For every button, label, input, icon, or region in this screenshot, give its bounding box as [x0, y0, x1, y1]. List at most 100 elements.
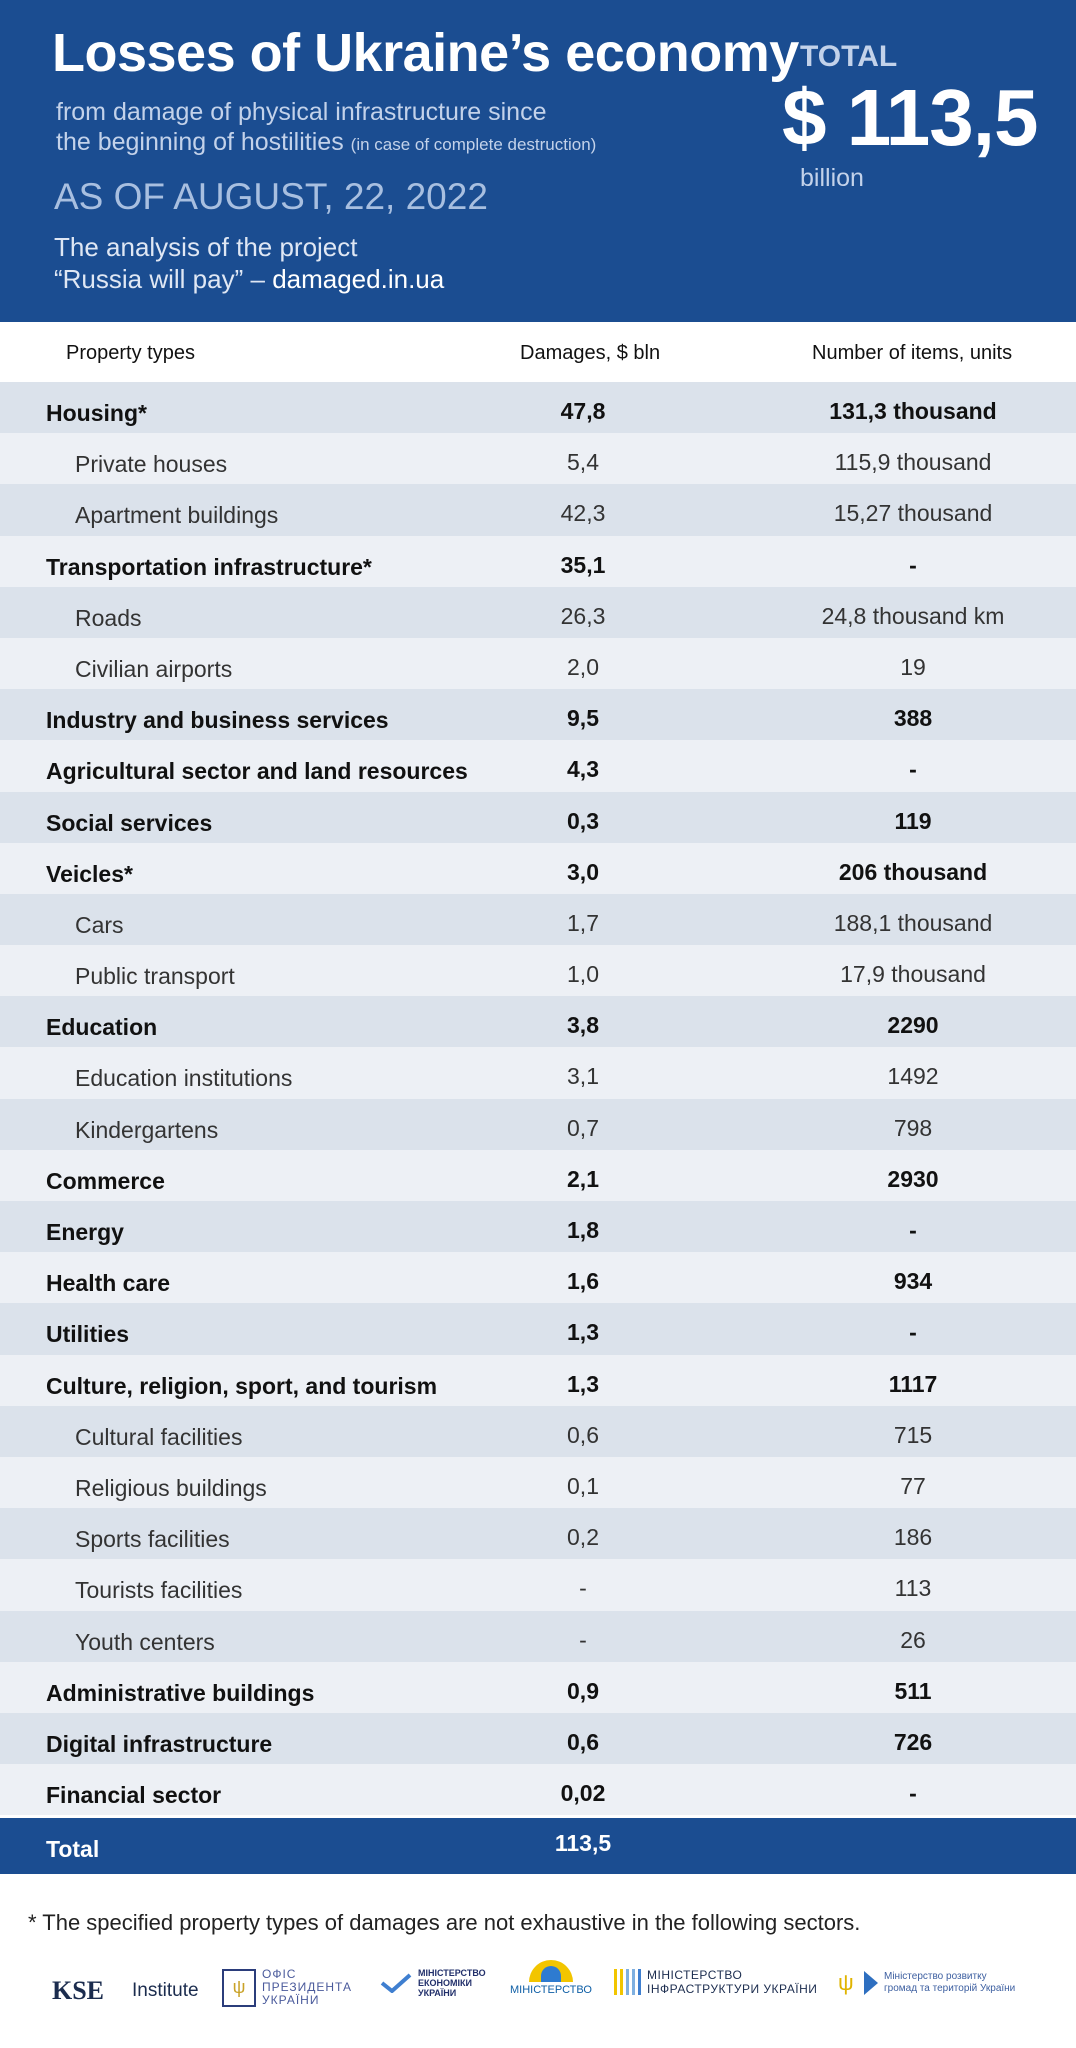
- table-row: Health care 1,6 934: [0, 1252, 1076, 1304]
- total-label: TOTAL: [800, 40, 898, 73]
- property-type-cell: Transportation infrastructure*: [46, 553, 372, 580]
- ministry-reintegration-logo: МІНІСТЕРСТВО: [510, 1960, 592, 1996]
- mini-line1: МІНІСТЕРСТВО: [647, 1968, 743, 1982]
- items-value: 188,1 thousand: [833, 909, 993, 936]
- property-type-cell: Youth centers: [75, 1628, 215, 1655]
- ofis-line3: УКРАЇНИ: [262, 1993, 320, 2007]
- total-unit: billion: [800, 164, 864, 192]
- analysis-line1: The analysis of the project: [54, 232, 358, 262]
- items-value: 934: [893, 1268, 933, 1295]
- page-title: Losses of Ukraine’s economy: [52, 23, 799, 83]
- total-row: Total 113,5: [0, 1818, 1076, 1874]
- items-value: 77: [900, 1472, 926, 1499]
- items-value: 715: [893, 1421, 933, 1448]
- property-type-cell: Education institutions: [75, 1065, 293, 1092]
- arch-icon: [528, 1960, 573, 1982]
- table-row: Administrative buildings 0,9 511: [0, 1661, 1076, 1713]
- table-body: Housing* 47,8 131,3 thousand Private houses…: [0, 382, 1076, 1816]
- property-type-cell: Commerce: [46, 1167, 165, 1194]
- table-row: Tourists facilities - 113: [0, 1559, 1076, 1611]
- damages-value: 1,3: [567, 1319, 599, 1346]
- total-row-damages-value: 113,5: [554, 1830, 612, 1856]
- mine-line3: УКРАЇНИ: [418, 1988, 457, 1998]
- items-value: 24,8 thousand km: [821, 602, 1005, 629]
- items-value: -: [909, 551, 917, 578]
- damages-value: 2,1: [567, 1165, 599, 1192]
- damages-value: 26,3: [560, 602, 606, 629]
- arrow-icon: [864, 1971, 878, 1995]
- minr-text: МІНІСТЕРСТВО: [510, 1984, 592, 1996]
- damages-value: 2,0: [567, 653, 599, 680]
- trident-icon: ψ: [838, 1970, 854, 1995]
- property-type-cell: Civilian airports: [75, 655, 233, 682]
- table-row: Digital infrastructure 0,6 726: [0, 1712, 1076, 1765]
- table-row: Culture, religion, sport, and tourism 1,3…: [0, 1354, 1076, 1406]
- table-row: Kindergartens 0,7 798: [0, 1098, 1076, 1150]
- subtitle-line2: the beginning of hostilities (in case of…: [56, 128, 596, 157]
- damages-value: 0,7: [567, 1114, 599, 1141]
- damages-value: 1,7: [567, 909, 599, 936]
- items-value: 26: [900, 1626, 926, 1653]
- damages-value: -: [579, 1626, 587, 1653]
- analysis-line2-text: “Russia will pay” –: [54, 264, 265, 294]
- kse-institute-logo: KSE Institute: [52, 1976, 199, 2006]
- items-value: 1117: [888, 1370, 938, 1397]
- table-row: Education institutions 3,1 1492: [0, 1047, 1076, 1099]
- property-type-cell: Apartment buildings: [75, 502, 279, 529]
- items-value: -: [909, 1780, 917, 1807]
- items-value: 113: [894, 1575, 932, 1602]
- damages-value: 3,0: [567, 858, 599, 885]
- ministry-communities-logo: ψ Міністерство розвитку громад та терито…: [838, 1968, 1015, 1998]
- property-type-cell: Kindergartens: [75, 1116, 219, 1143]
- as-of-date: AS OF AUGUST, 22, 2022: [54, 176, 488, 217]
- analysis-site-link[interactable]: damaged.in.ua: [272, 264, 445, 294]
- damages-value: 47,8: [560, 398, 606, 424]
- ministry-infrastructure-logo: МІНІСТЕРСТВО ІНФРАСТРУКТУРИ УКРАЇНИ: [614, 1968, 817, 1996]
- header-banner: Losses of Ukraine’s economy from damage …: [0, 0, 1076, 322]
- table-row: Youth centers - 26: [0, 1610, 1076, 1662]
- table-row: Education 3,8 2290: [0, 996, 1076, 1048]
- kse-text: Institute: [132, 1980, 199, 2001]
- stripes-icon: [614, 1969, 641, 1995]
- damages-value: 1,0: [567, 961, 599, 988]
- items-value: 388: [893, 705, 933, 732]
- partner-logos: KSE Institute ψ ОФІС ПРЕЗИДЕНТА УКРАЇНИ …: [0, 1960, 1076, 2020]
- damages-value: 0,6: [567, 1728, 599, 1755]
- footnote: * The specified property types of damage…: [28, 1910, 861, 1935]
- damages-value: 4,3: [567, 756, 599, 783]
- ofis-line2: ПРЕЗИДЕНТА: [262, 1980, 352, 1994]
- items-value: 1492: [887, 1063, 939, 1090]
- property-type-cell: Digital infrastructure: [46, 1730, 273, 1757]
- property-type-cell: Religious buildings: [75, 1474, 267, 1501]
- items-value: 19: [900, 653, 926, 680]
- damages-value: -: [579, 1575, 587, 1602]
- damages-value: 3,1: [567, 1063, 599, 1090]
- damages-value: 1,3: [567, 1370, 599, 1397]
- property-type-cell: Housing*: [46, 400, 147, 426]
- damages-value: 0,1: [567, 1472, 599, 1499]
- table-row: Transportation infrastructure* 35,1 -: [0, 535, 1076, 587]
- column-header-type: Property types: [66, 342, 195, 364]
- property-type-cell: Administrative buildings: [46, 1679, 315, 1706]
- damages-value: 0,02: [560, 1780, 606, 1807]
- minh-line2: громад та територій України: [884, 1983, 1016, 1994]
- subtitle-line1: from damage of physical infrastructure s…: [56, 98, 547, 126]
- property-type-cell: Industry and business services: [46, 707, 389, 734]
- damages-value: 5,4: [567, 449, 599, 476]
- ofis-line1: ОФІС: [262, 1967, 297, 1981]
- items-value: 206 thousand: [838, 858, 988, 885]
- table-row: Financial sector 0,02 -: [0, 1764, 1076, 1816]
- table-row: Cultural facilities 0,6 715: [0, 1405, 1076, 1457]
- table-row: Roads 26,3 24,8 thousand km: [0, 586, 1076, 638]
- property-type-cell: Sports facilities: [75, 1526, 230, 1553]
- damages-value: 1,6: [567, 1268, 599, 1295]
- president-office-logo: ψ ОФІС ПРЕЗИДЕНТА УКРАЇНИ: [222, 1968, 352, 2007]
- items-value: 2930: [887, 1165, 939, 1192]
- damages-value: 42,3: [560, 500, 606, 527]
- table-row: Commerce 2,1 2930: [0, 1149, 1076, 1201]
- items-value: -: [909, 1217, 917, 1243]
- items-value: 115,9 thousand: [834, 449, 992, 476]
- table-row: Cars 1,7 188,1 thousand: [0, 893, 1076, 946]
- total-value: $ 113,5: [782, 73, 1038, 162]
- damages-value: 0,3: [567, 807, 599, 834]
